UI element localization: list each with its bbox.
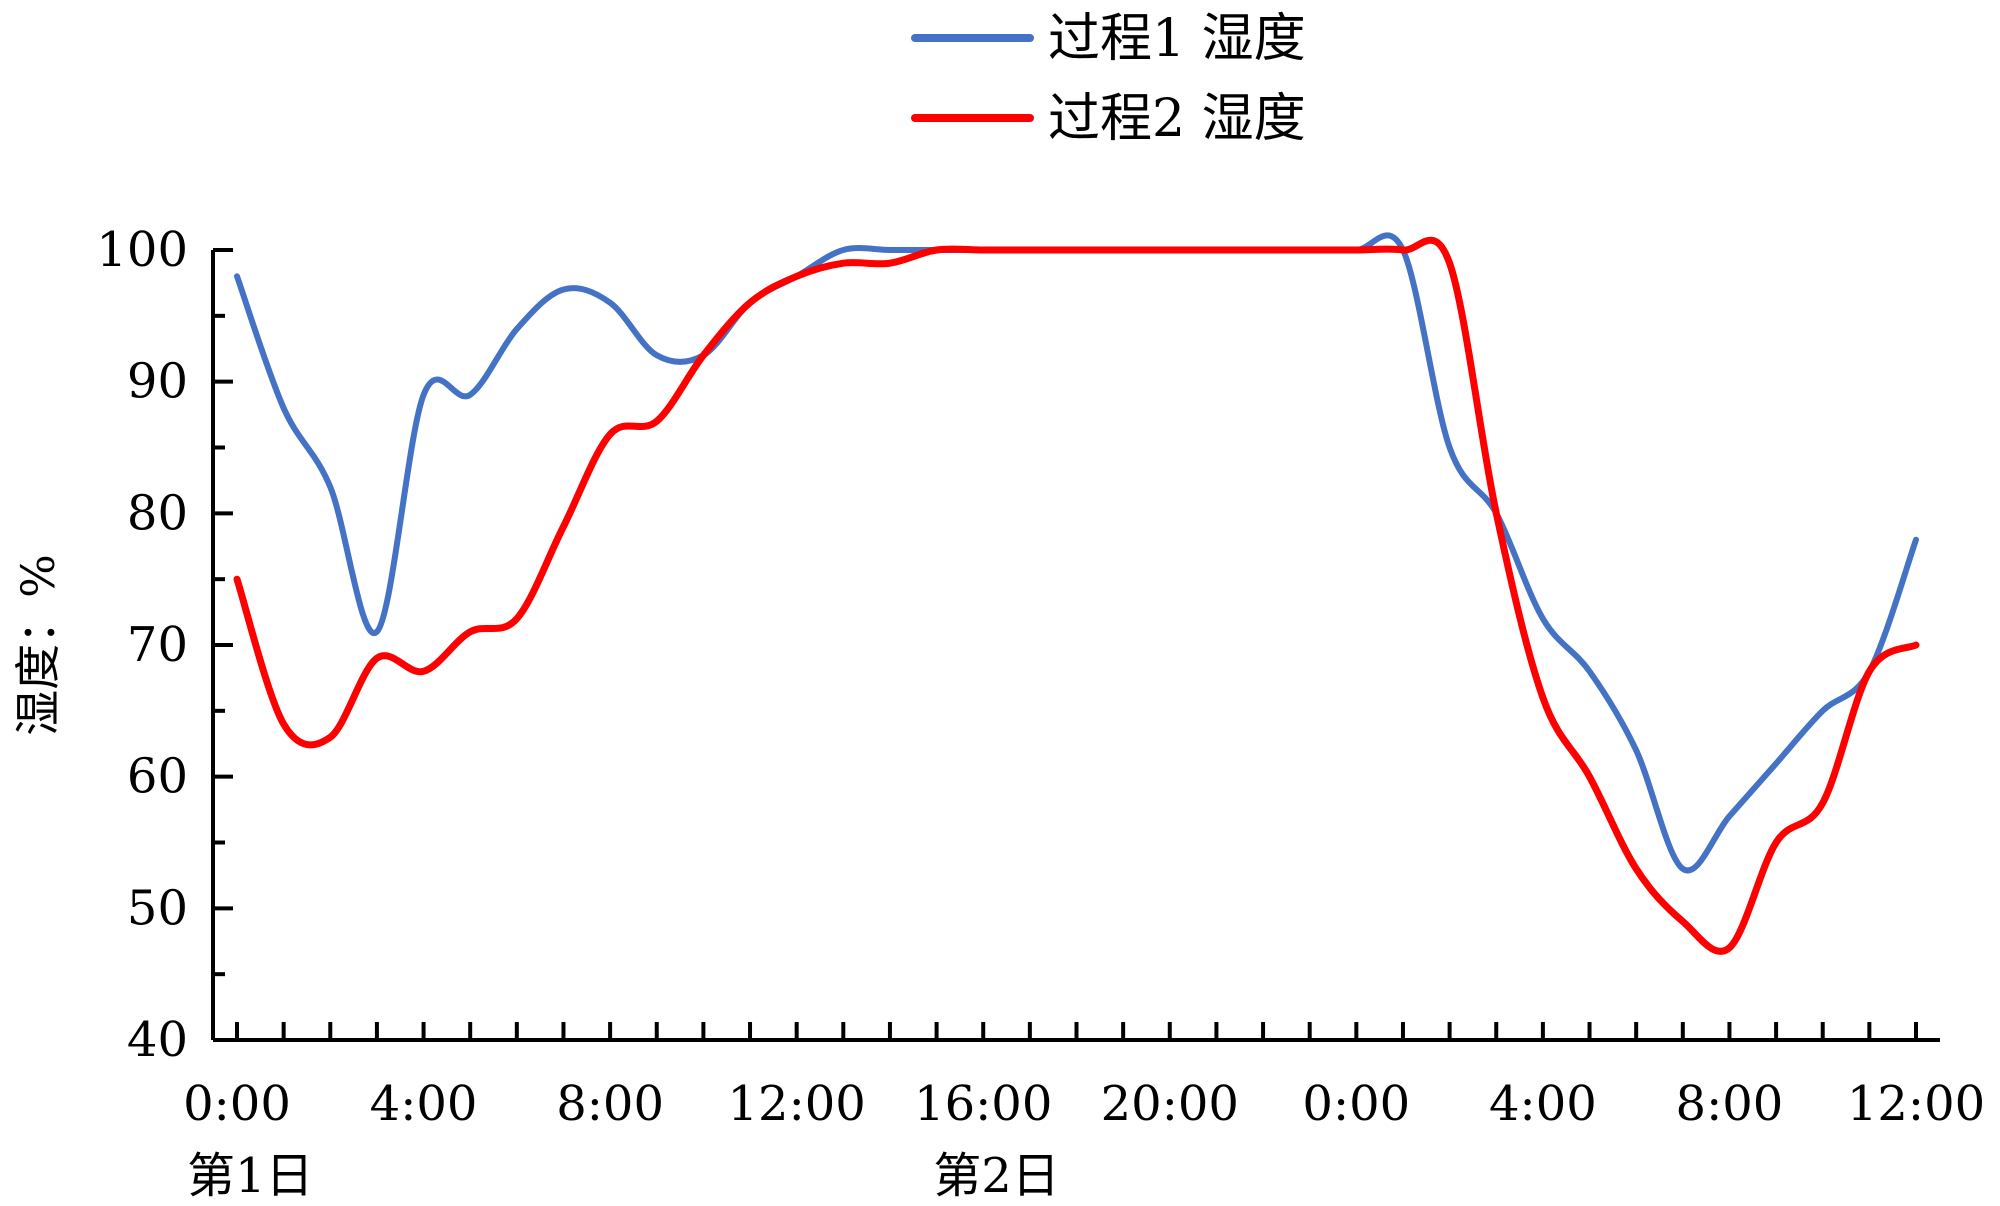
x-tick-label: 12:00 — [1847, 1076, 1985, 1132]
y-tick-label: 40 — [127, 1012, 188, 1068]
x-tick-label: 0:00 — [1302, 1076, 1410, 1132]
day-label: 第1日 — [187, 1148, 314, 1204]
series-lines — [233, 232, 1920, 955]
day-label: 第2日 — [933, 1148, 1060, 1204]
y-axis: 40 50 60 70 80 90 100 — [96, 222, 233, 1068]
series-line-2 — [233, 236, 1920, 955]
y-tick-label: 90 — [127, 354, 188, 410]
x-tick-label: 8:00 — [556, 1076, 664, 1132]
y-tick-label: 80 — [127, 485, 188, 541]
y-tick-label: 70 — [127, 617, 188, 673]
x-tick-label: 16:00 — [914, 1076, 1052, 1132]
x-tick-label: 4:00 — [1489, 1076, 1597, 1132]
x-tick-label: 20:00 — [1101, 1076, 1239, 1132]
legend-label-2: 过程2 湿度 — [1048, 89, 1306, 149]
y-tick-label: 60 — [127, 749, 188, 805]
x-tick-label: 12:00 — [728, 1076, 866, 1132]
series-line-1 — [234, 232, 1919, 874]
x-axis: 0:00 4:00 8:00 12:00 16:00 20:00 0:00 4:00 8:00 1… — [183, 1022, 1985, 1204]
x-tick-label: 0:00 — [183, 1076, 291, 1132]
y-tick-label: 100 — [96, 222, 188, 278]
x-tick-label: 4:00 — [370, 1076, 478, 1132]
y-tick-label: 50 — [127, 880, 188, 936]
y-axis-label: 湿度：% — [11, 554, 65, 736]
legend-label-1: 过程1 湿度 — [1048, 9, 1306, 69]
x-tick-label: 8:00 — [1676, 1076, 1784, 1132]
